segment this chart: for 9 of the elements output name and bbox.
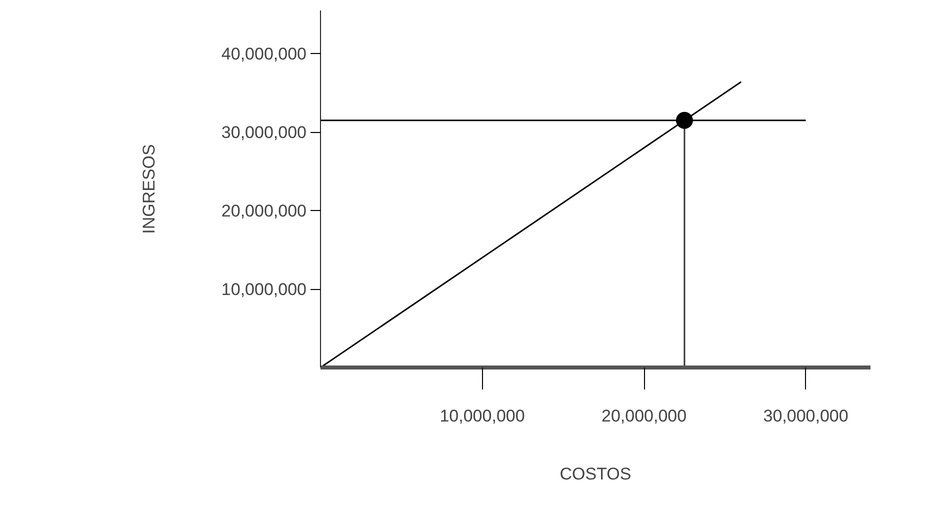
x-axis-title: COSTOS: [560, 464, 632, 484]
y-tick-label: 20,000,000: [221, 202, 307, 221]
x-tick-label: 10,000,000: [440, 406, 525, 426]
x-tick-label: 20,000,000: [601, 406, 687, 426]
y-axis-title: INGRESOS: [140, 144, 158, 234]
y-tick-label: 10,000,000: [221, 280, 307, 300]
x-tick-label: 30,000,000: [763, 406, 848, 426]
y-tick-label: 30,000,000: [221, 123, 307, 142]
y-tick-label: 40,000,000: [221, 44, 307, 64]
